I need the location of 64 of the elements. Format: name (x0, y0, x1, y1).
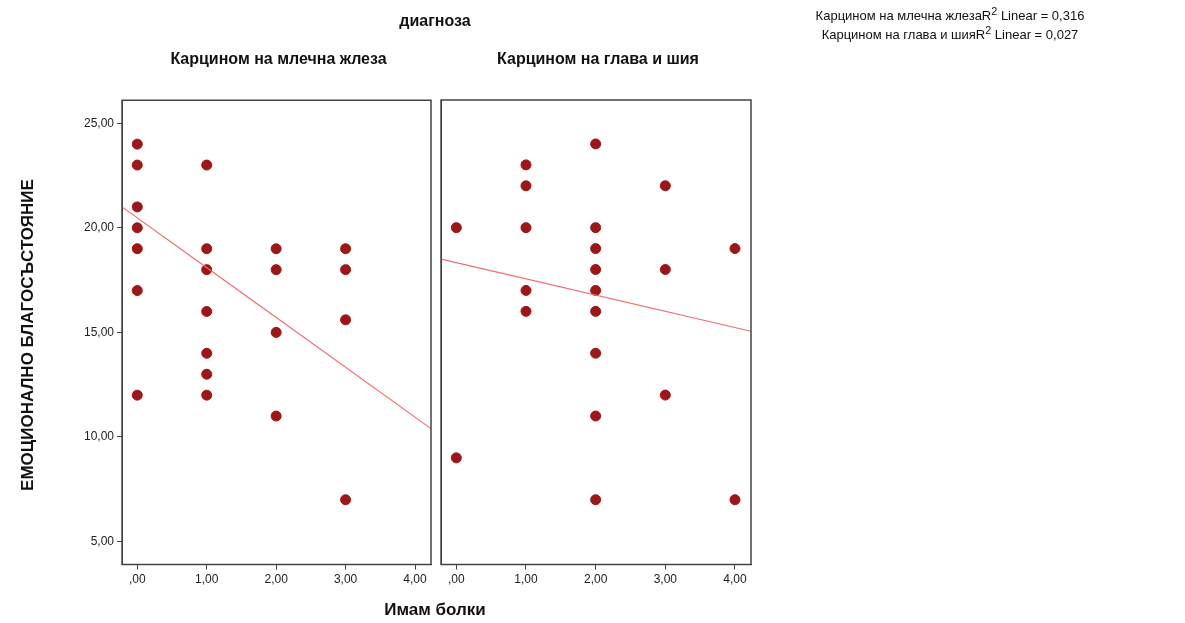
y-tick-label: 5,00 (90, 533, 115, 548)
point (590, 264, 602, 276)
point (131, 389, 143, 401)
point (590, 284, 602, 296)
point (659, 389, 671, 401)
point (659, 264, 671, 276)
x-tick-label: 1,00 (514, 572, 538, 587)
point (270, 326, 282, 338)
point (520, 180, 532, 192)
point (659, 180, 671, 192)
point (340, 264, 352, 276)
x-tick-label: ,00 (447, 572, 465, 587)
chart-title: Карцином на млечна жлеза (169, 50, 388, 67)
point (201, 159, 213, 171)
text: Карцином на глава и шияR$^{2}$ Linear = 0,027 (820, 23, 1080, 43)
point (520, 159, 532, 171)
point (590, 347, 602, 359)
point (270, 243, 282, 255)
point (590, 243, 602, 255)
point (590, 410, 602, 422)
y-tick-label: 25,00 (83, 115, 115, 130)
y-axis-title: ЕМОЦИОНАЛНО БЛАГОСЪСТОЯНИЕ (18, 179, 38, 491)
point (340, 314, 352, 326)
point (131, 138, 143, 150)
point (201, 389, 213, 401)
point (520, 222, 532, 234)
point (201, 243, 213, 255)
text: диагноза (398, 12, 472, 30)
point (729, 494, 741, 506)
chart-title: Карцином на глава и шия (496, 50, 700, 67)
point (340, 494, 352, 506)
x-tick-label: 4,00 (403, 572, 428, 587)
point (131, 243, 143, 255)
point (590, 222, 602, 234)
y-tick-label: 20,00 (83, 220, 115, 235)
y-tick-label: 10,00 (83, 429, 115, 444)
text: Карцином на млечна жлезаR$^{2}$ Linear = 0,316 (814, 4, 1086, 24)
point (590, 138, 602, 150)
point (450, 452, 462, 464)
point (450, 222, 462, 234)
x-tick-label: 1,00 (195, 572, 219, 587)
point (201, 305, 213, 317)
point (201, 347, 213, 359)
y-tick-label: 15,00 (83, 324, 115, 339)
point (729, 243, 741, 255)
x-tick-label: 3,00 (653, 572, 678, 587)
point (131, 285, 143, 297)
point (270, 264, 282, 276)
x-tick-label: ,00 (128, 572, 146, 587)
point (590, 305, 602, 317)
point (520, 305, 532, 317)
point (201, 368, 213, 380)
point (131, 201, 143, 213)
point (131, 159, 143, 171)
point (340, 243, 352, 255)
x-tick-label: 3,00 (333, 572, 358, 587)
x-axis-title: Имам болки (383, 600, 487, 620)
point (590, 494, 602, 506)
x-tick-label: 4,00 (723, 572, 747, 587)
point (520, 284, 532, 296)
x-tick-label: 2,00 (583, 572, 608, 587)
x-tick-label: 2,00 (264, 572, 289, 587)
point (131, 222, 143, 234)
point (270, 410, 282, 422)
